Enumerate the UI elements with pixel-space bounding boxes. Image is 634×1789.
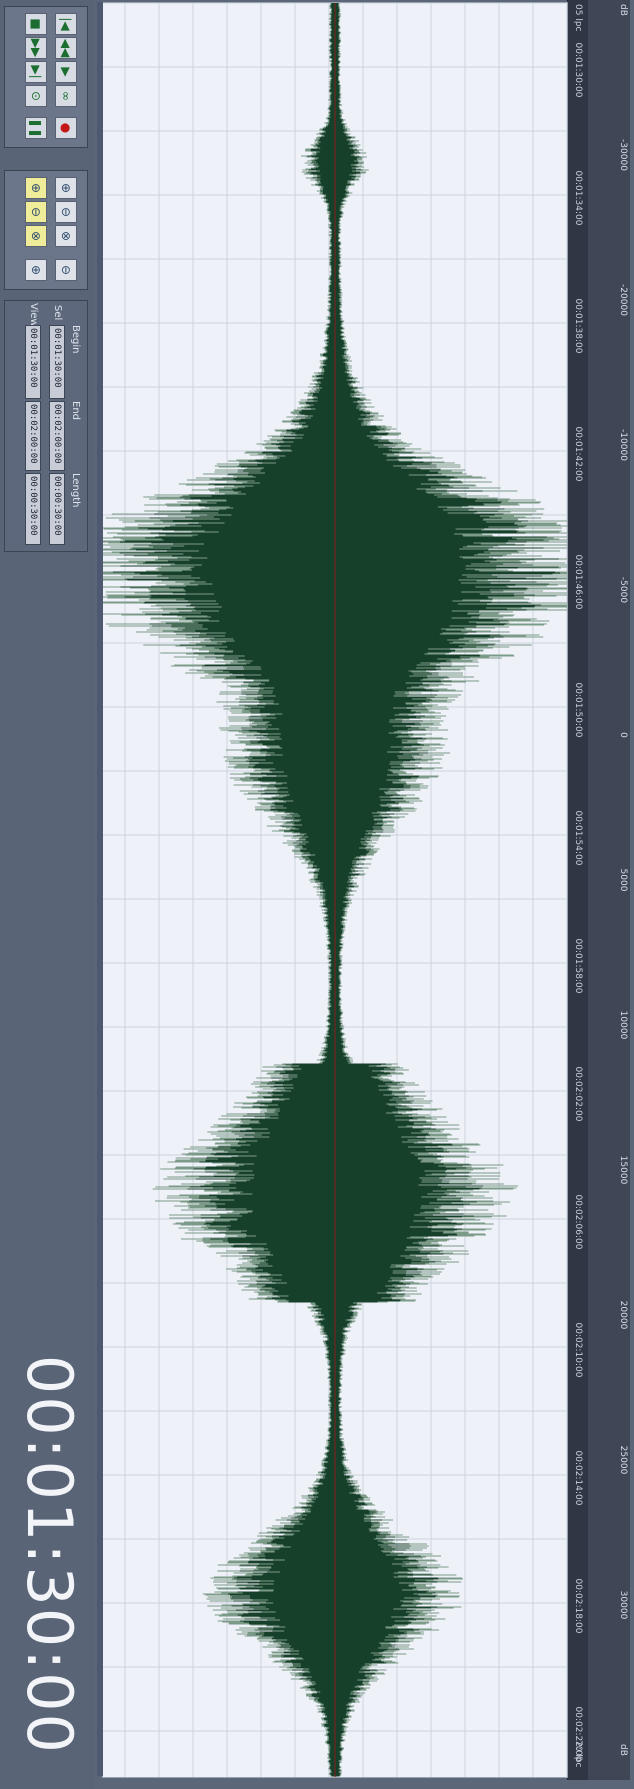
zoom-out-vertical-button[interactable]: ⊖: [25, 201, 47, 223]
skip-back-icon: |◀: [59, 17, 73, 31]
pause-icon: ❚❚: [29, 118, 43, 139]
time-ruler-label: 00:01:50:00: [573, 682, 583, 738]
selection-length-field[interactable]: 00:00:30:00: [49, 473, 65, 545]
zoom-selection-button[interactable]: ⊗: [25, 225, 47, 247]
play-loop-icon: ⊙: [29, 90, 43, 102]
time-ruler-label: 00:01:30:00: [573, 42, 583, 98]
time-ruler-start-label: 05 lpc: [573, 4, 583, 32]
waveform-view[interactable]: [60, 2, 614, 1778]
magnifier-plus-vertical-icon: ⊕: [29, 182, 43, 194]
pause-button[interactable]: ❚❚: [25, 117, 47, 139]
time-ruler-label: 00:02:14:00: [573, 1450, 583, 1506]
skip-end-icon: ▶|: [29, 65, 43, 79]
rewind-icon: ◀◀: [59, 38, 73, 58]
zoom-in-vertical-button[interactable]: ⊕: [25, 177, 47, 199]
view-label: View: [28, 303, 39, 327]
end-label: End: [70, 401, 81, 421]
time-ruler-label: 00:01:46:00: [573, 554, 583, 610]
rewind-to-start-button[interactable]: |◀: [55, 13, 77, 35]
loop-button[interactable]: ∞: [55, 85, 77, 107]
play-icon: ▶: [59, 67, 73, 77]
selection-begin-field[interactable]: 00:01:30:00: [49, 325, 65, 399]
amplitude-ruler-label: -5000: [618, 576, 628, 604]
selection-end-field[interactable]: 00:02:00:00: [49, 401, 65, 471]
view-begin-field[interactable]: 00:01:30:00: [25, 325, 41, 399]
transport-panel: |◀ ◀◀ ▶ ■ ▶▶ ▶| ∞ ⊙ ● ❚❚: [4, 6, 88, 148]
magnifier-full-icon: ⊗: [59, 230, 73, 242]
time-ruler-label: 00:02:18:00: [573, 1578, 583, 1634]
overview-scrollbar[interactable]: [97, 2, 103, 1776]
time-ruler-label: 00:02:22:00: [573, 1706, 583, 1762]
time-ruler-label: 00:01:38:00: [573, 298, 583, 354]
time-ruler-label: 00:01:42:00: [573, 426, 583, 482]
amplitude-ruler-label: -30000: [618, 139, 628, 171]
time-ruler[interactable]: 05 lpc 70 lpc 00:01:30:00 00:01:34:00 00:0…: [567, 0, 588, 1780]
zoom-full-button[interactable]: ⊗: [55, 225, 77, 247]
zoom-panel: ⊕ ⊖ ⊗ ⊕ ⊖ ⊗ ⊖ ⊕: [4, 170, 88, 290]
amplitude-ruler-label: -20000: [618, 284, 628, 316]
amplitude-ruler-label: 5000: [618, 868, 628, 892]
zoom-out-full-button[interactable]: ⊖: [55, 259, 77, 281]
time-ruler-label: 00:01:58:00: [573, 938, 583, 994]
amplitude-ruler-label: 0: [618, 732, 628, 738]
amplitude-ruler-label: dB: [618, 4, 628, 16]
zoom-out-horizontal-button[interactable]: ⊖: [55, 201, 77, 223]
selection-panel: Begin End Length Sel View 00:01:30:00 00…: [4, 300, 88, 552]
amplitude-ruler-label: 20000: [618, 1300, 628, 1330]
magnifier-minus-vertical-icon: ⊖: [29, 206, 43, 218]
time-display-value: 00:01:30:00: [13, 1354, 86, 1755]
skip-end-button[interactable]: ▶|: [25, 61, 47, 83]
amplitude-ruler-label: 30000: [618, 1590, 628, 1620]
play-loop-button[interactable]: ⊙: [25, 85, 47, 107]
stop-button[interactable]: ■: [25, 13, 47, 35]
stop-icon: ■: [29, 18, 43, 30]
amplitude-ruler-label: -10000: [618, 429, 628, 461]
sel-label: Sel: [52, 305, 63, 321]
record-button[interactable]: ●: [55, 117, 77, 139]
waveform-trace: [112, 2, 561, 1777]
time-ruler-label: 00:01:34:00: [573, 170, 583, 226]
magnifier-in-full-icon: ⊕: [29, 264, 43, 276]
magnifier-minus-icon: ⊖: [59, 206, 73, 218]
magnifier-out-full-icon: ⊖: [59, 264, 73, 276]
fast-forward-icon: ▶▶: [29, 38, 43, 58]
record-icon: ●: [59, 122, 73, 134]
play-button[interactable]: ▶: [55, 61, 77, 83]
rewind-button[interactable]: ◀◀: [55, 37, 77, 59]
magnifier-plus-icon: ⊕: [59, 182, 73, 194]
view-end-field[interactable]: 00:02:00:00: [25, 401, 41, 471]
fast-forward-button[interactable]: ▶▶: [25, 37, 47, 59]
zoom-in-horizontal-button[interactable]: ⊕: [55, 177, 77, 199]
time-ruler-label: 00:02:10:00: [573, 1322, 583, 1378]
time-display: 00:01:30:00: [0, 1235, 92, 1775]
amplitude-ruler-label: dB: [618, 1744, 628, 1756]
length-label: Length: [70, 473, 81, 508]
amplitude-ruler-label: 15000: [618, 1155, 628, 1185]
amplitude-ruler: dB -30000 -20000 -10000 -5000 0 5000 10000 15000…: [588, 0, 630, 1780]
waveform-graph: [60, 2, 614, 1777]
view-length-field[interactable]: 00:00:30:00: [25, 473, 41, 545]
zoom-in-full-button[interactable]: ⊕: [25, 259, 47, 281]
magnifier-selection-icon: ⊗: [29, 230, 43, 242]
time-ruler-label: 00:02:06:00: [573, 1194, 583, 1250]
amplitude-ruler-label: 10000: [618, 1010, 628, 1040]
time-ruler-label: 00:01:54:00: [573, 810, 583, 866]
begin-label: Begin: [70, 325, 81, 354]
time-ruler-label: 00:02:02:00: [573, 1066, 583, 1122]
amplitude-ruler-label: 25000: [618, 1445, 628, 1475]
loop-icon: ∞: [59, 91, 73, 101]
